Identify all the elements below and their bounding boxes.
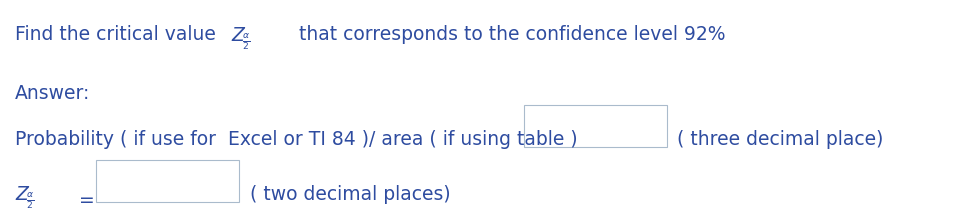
Text: ( three decimal place): ( three decimal place) — [671, 130, 883, 149]
Text: Find the critical value: Find the critical value — [15, 25, 222, 44]
Text: $\mathit{Z}_{\!\frac{\alpha}{2}}$: $\mathit{Z}_{\!\frac{\alpha}{2}}$ — [231, 25, 250, 52]
Text: $\mathit{Z}_{\!\frac{\alpha}{2}}$: $\mathit{Z}_{\!\frac{\alpha}{2}}$ — [15, 185, 34, 210]
FancyBboxPatch shape — [96, 160, 239, 202]
Text: Probability ( if use for  Excel or TI 84 )/ area ( if using table ): Probability ( if use for Excel or TI 84 … — [15, 130, 578, 149]
FancyBboxPatch shape — [524, 105, 667, 147]
Text: ( two decimal places): ( two decimal places) — [244, 185, 450, 204]
Text: =: = — [79, 191, 95, 210]
Text: Answer:: Answer: — [15, 84, 91, 103]
Text: that corresponds to the confidence level 92%: that corresponds to the confidence level… — [287, 25, 726, 44]
